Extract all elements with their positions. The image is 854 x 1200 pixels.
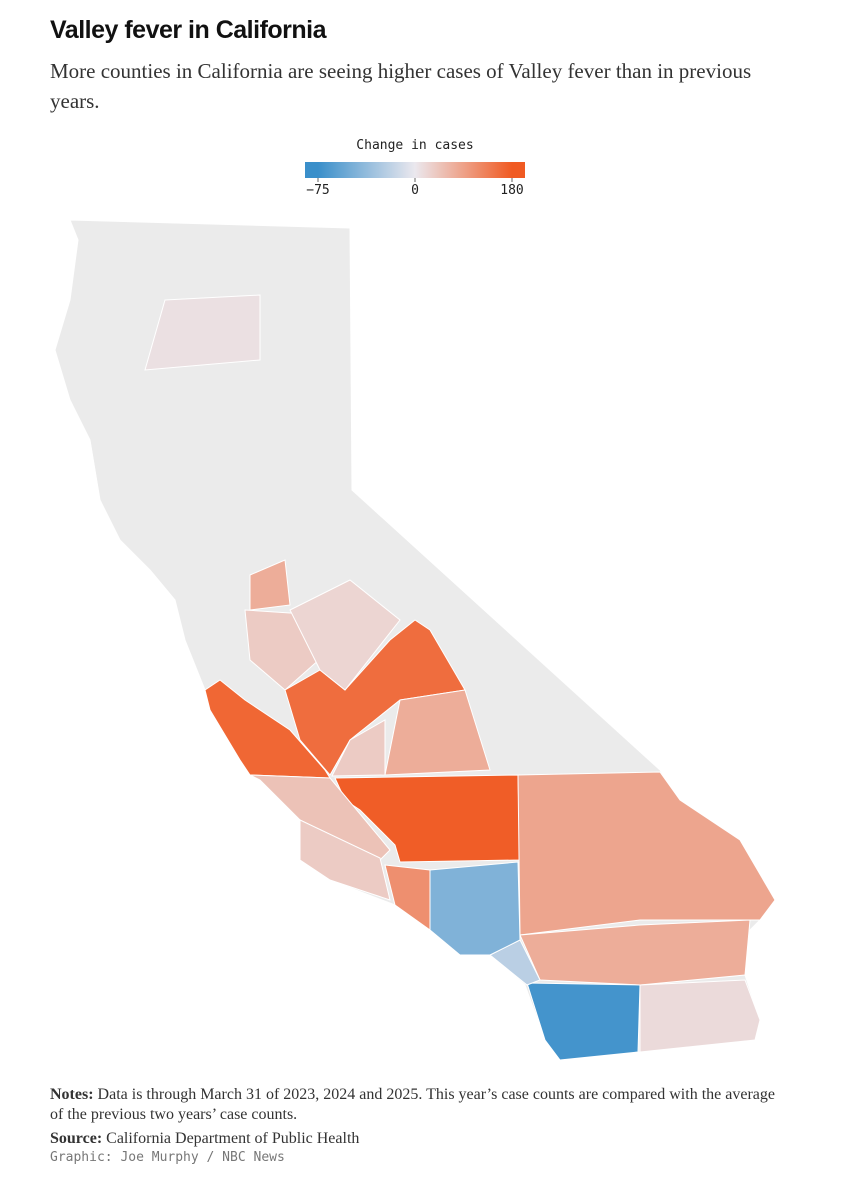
credit: Graphic: Joe Murphy / NBC News — [50, 1150, 285, 1165]
county — [299, 819, 391, 901]
subtitle: More counties in California are seeing h… — [50, 59, 752, 113]
county — [639, 979, 761, 1053]
source-text: California Department of Public Health — [106, 1130, 360, 1147]
county — [144, 294, 261, 371]
legend-tick-label: −75 — [306, 183, 329, 198]
notes-text: Data is through March 31 of 2023, 2024 a… — [50, 1086, 775, 1123]
source-line: Source: California Department of Public … — [50, 1129, 790, 1149]
notes-line: Notes: Data is through March 31 of 2023,… — [50, 1085, 790, 1125]
source-label: Source: — [50, 1130, 103, 1147]
county — [289, 579, 401, 691]
map: Change in cases −75 0 180 — [54, 138, 776, 1061]
county — [429, 861, 521, 956]
county — [384, 864, 431, 931]
legend-tick-label: 180 — [500, 183, 523, 198]
legend-tick-label: 0 — [411, 183, 419, 198]
county — [249, 559, 291, 611]
legend-title: Change in cases — [356, 138, 473, 153]
county — [526, 982, 641, 1061]
county — [384, 689, 491, 776]
title: Valley fever in California — [50, 16, 327, 44]
notes: Notes: Data is through March 31 of 2023,… — [50, 1085, 790, 1153]
county — [517, 771, 776, 936]
legend-bar — [305, 162, 525, 178]
notes-label: Notes: — [50, 1086, 94, 1103]
county — [331, 719, 386, 777]
